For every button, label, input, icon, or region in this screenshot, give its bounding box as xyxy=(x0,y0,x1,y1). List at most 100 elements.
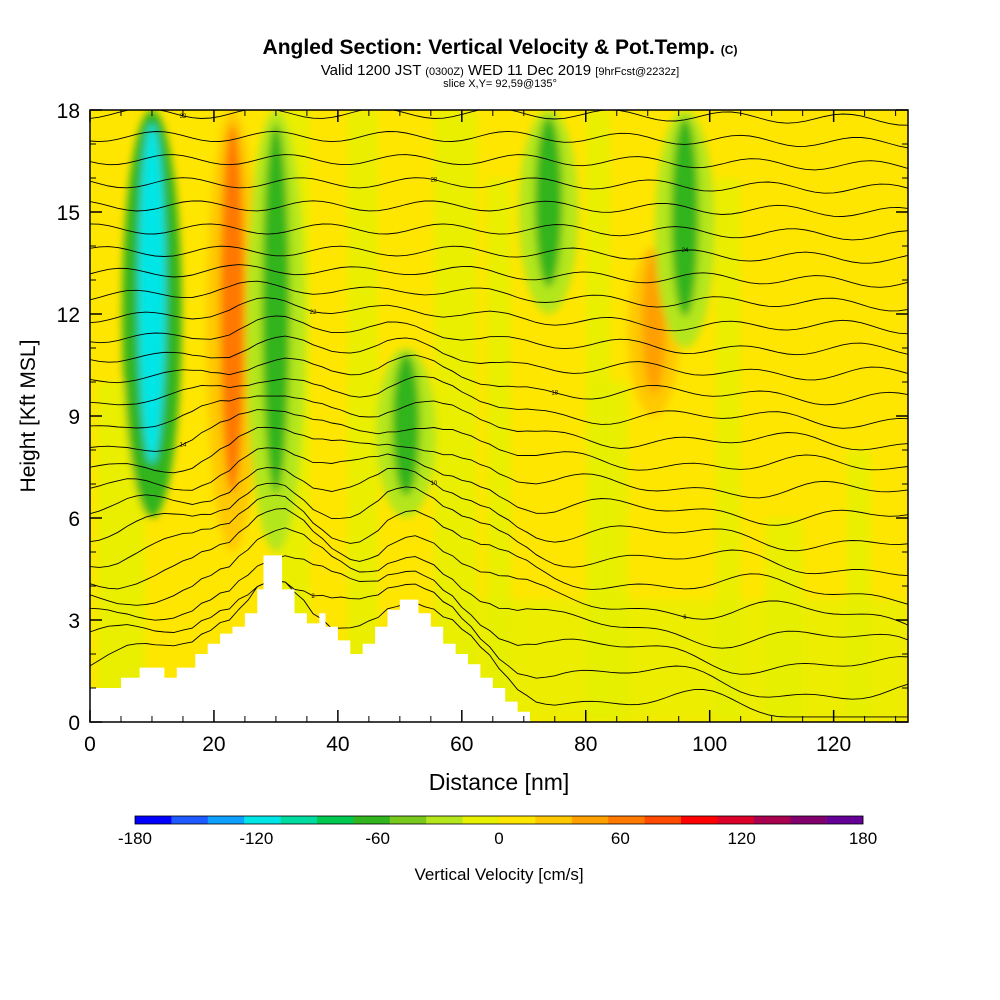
x-tick-label: 40 xyxy=(326,733,349,756)
chart-title-unit: (C) xyxy=(720,43,738,57)
theta-contour xyxy=(90,376,908,429)
x-tick-label: 0 xyxy=(84,733,96,756)
colorbar-swatch xyxy=(499,816,536,824)
contour-label: 6 xyxy=(683,615,687,621)
colorbar-tick-label: 180 xyxy=(849,829,877,848)
chart-title-text: Angled Section: Vertical Velocity & Pot.… xyxy=(262,36,715,59)
contour-label: 2 xyxy=(311,594,315,600)
colorbar-swatch xyxy=(207,816,245,824)
colorbar-swatch xyxy=(790,816,827,824)
colorbar-swatch xyxy=(317,816,354,824)
theta-contour xyxy=(90,315,908,356)
colorbar-swatch xyxy=(426,816,463,824)
theta-contour xyxy=(90,508,908,626)
y-tick-label: 3 xyxy=(68,610,80,633)
colorbar-swatch xyxy=(244,816,281,824)
colorbar-swatch xyxy=(644,816,682,824)
valid-prefix: Valid 1200 JST xyxy=(320,62,422,79)
colorbar-swatch xyxy=(353,816,391,824)
x-tick-label: 100 xyxy=(692,733,727,756)
theta-contour xyxy=(90,297,908,335)
velocity-feature-core xyxy=(392,353,420,496)
colorbar-swatch xyxy=(753,816,791,824)
colorbar-tick-label: 0 xyxy=(494,829,503,848)
x-tick-label: 80 xyxy=(574,733,597,756)
colorbar-swatch xyxy=(171,816,209,824)
theta-contours: 2 6 10 14 18 22 24 28 32 xyxy=(90,110,908,718)
y-tick-label: 6 xyxy=(68,508,80,531)
theta-contour xyxy=(90,494,908,605)
theta-contour xyxy=(90,335,908,381)
colorbar-tick-label: 60 xyxy=(611,829,630,848)
colorbar: -180 -120 -60 0 60 120 180 xyxy=(118,815,877,848)
colorbar-swatch xyxy=(717,816,755,824)
contour-label: 28 xyxy=(431,178,438,184)
theta-contour xyxy=(90,110,908,126)
theta-contour xyxy=(90,409,908,471)
theta-contour xyxy=(90,154,908,171)
contour-label: 22 xyxy=(310,310,317,316)
theta-contour xyxy=(90,447,908,526)
x-tick-label: 120 xyxy=(816,733,851,756)
colorbar-frame xyxy=(134,815,864,825)
theta-contour xyxy=(90,426,908,499)
theta-contour xyxy=(90,354,908,406)
colorbar-swatch xyxy=(826,816,864,824)
terrain-mask xyxy=(90,555,908,722)
theta-contour xyxy=(90,482,908,577)
colorbar-swatch xyxy=(389,816,427,824)
y-tick-label: 15 xyxy=(57,202,80,225)
theta-contour xyxy=(90,527,908,649)
velocity-feature-core xyxy=(262,124,290,494)
y-axis-label: Height [Kft MSL] xyxy=(17,340,40,493)
theta-contour xyxy=(90,200,908,217)
theta-contour xyxy=(90,580,908,718)
colorbar-tick-label: -120 xyxy=(239,829,273,848)
colorbar-swatch xyxy=(135,816,172,824)
y-tick-label: 9 xyxy=(68,406,80,429)
contour-label: 10 xyxy=(431,481,438,487)
theta-contour xyxy=(90,467,908,552)
velocity-feature-core xyxy=(671,117,699,317)
chart-valid-line: Valid 1200 JST (0300Z) WED 11 Dec 2019 [… xyxy=(0,62,1000,79)
colorbar-tick-label: -60 xyxy=(365,829,390,848)
colorbar-swatch xyxy=(608,816,645,824)
colorbar-tick-label: 120 xyxy=(727,829,755,848)
y-tick-label: 12 xyxy=(57,304,80,327)
colorbar-swatch xyxy=(280,816,318,824)
theta-contour xyxy=(90,177,908,194)
theta-contour xyxy=(90,245,908,264)
x-tick-label: 20 xyxy=(202,733,225,756)
colorbar-swatch xyxy=(535,816,573,824)
contour-label: 32 xyxy=(180,114,187,120)
colorbar-swatch xyxy=(681,816,718,824)
colorbar-swatch xyxy=(462,816,500,824)
theta-contour xyxy=(90,130,908,149)
x-tick-label: 60 xyxy=(450,733,473,756)
velocity-field xyxy=(96,110,908,722)
colorbar-tick-label: -180 xyxy=(118,829,152,848)
theta-contour xyxy=(90,580,908,700)
contour-label: 18 xyxy=(551,391,558,397)
contour-label: 14 xyxy=(180,442,187,448)
theta-contour xyxy=(90,280,908,312)
forecast-tag: [9hrFcst@2232z] xyxy=(595,66,680,78)
valid-date: WED 11 Dec 2019 xyxy=(467,62,592,79)
theta-contour xyxy=(90,555,908,675)
chart-title: Angled Section: Vertical Velocity & Pot.… xyxy=(0,36,1000,60)
slice-caption: slice X,Y= 92,59@135° xyxy=(443,78,557,90)
y-tick-label: 18 xyxy=(57,100,80,123)
velocity-feature-core xyxy=(138,123,166,464)
theta-contour xyxy=(90,395,908,451)
weak-updraft-band xyxy=(347,110,379,722)
axes: 0 20 40 60 80 100 120 0 3 6 9 12 15 18 xyxy=(57,100,908,756)
theta-contour xyxy=(90,264,908,288)
x-axis-label: Distance [nm] xyxy=(429,769,570,795)
colorbar-label: Vertical Velocity [cm/s] xyxy=(414,865,583,884)
valid-utc: (0300Z) xyxy=(425,66,464,78)
contour-label: 24 xyxy=(682,248,689,254)
theta-contour xyxy=(90,223,908,241)
y-tick-label: 0 xyxy=(68,712,80,735)
colorbar-swatch xyxy=(571,816,609,824)
